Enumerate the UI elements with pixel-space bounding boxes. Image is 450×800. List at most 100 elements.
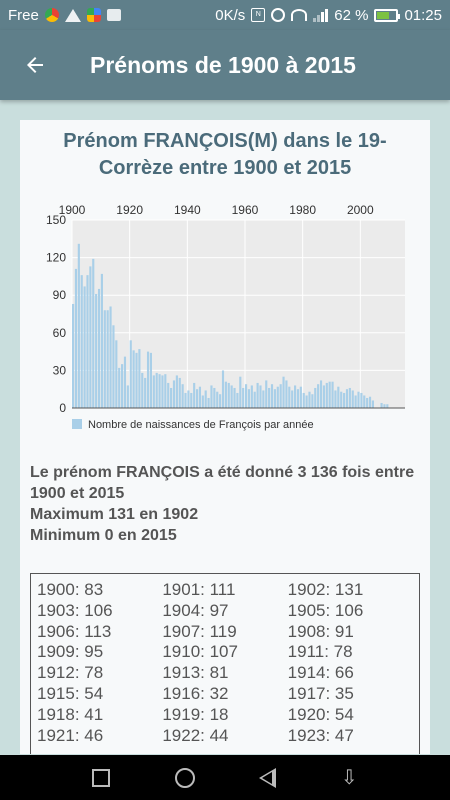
arrow-left-icon (27, 57, 43, 73)
bar (80, 275, 83, 408)
bar (296, 389, 300, 408)
bar (187, 390, 190, 408)
x-tick-label: 2000 (347, 203, 374, 217)
bar (239, 376, 242, 408)
bar (172, 380, 176, 408)
bar (83, 286, 86, 408)
x-tick-label: 1900 (59, 203, 86, 217)
bar (291, 390, 294, 408)
year-table[interactable]: 1900: 83 1901: 111 1902: 131 1903: 106 1904:… (30, 573, 420, 754)
bar (276, 386, 279, 408)
bar (334, 390, 337, 408)
table-row: 1909: 95 1910: 107 1911: 78 (37, 642, 413, 663)
bar (193, 382, 196, 408)
status-left: Free (8, 7, 121, 24)
bar (109, 306, 112, 408)
bar (118, 367, 121, 408)
bar (262, 390, 265, 408)
bar (181, 384, 184, 408)
bar (221, 370, 225, 408)
recent-apps-icon[interactable] (92, 768, 111, 787)
bar (236, 392, 239, 408)
bar (152, 375, 155, 408)
x-tick-label: 1960 (232, 203, 259, 217)
play-store-icon (106, 9, 121, 21)
bar (115, 340, 118, 408)
year-count-cell: 1922: 44 (162, 725, 229, 745)
summary-total: Le prénom FRANÇOIS a été donné 3 136 foi… (30, 464, 415, 502)
x-tick-label: 1920 (116, 203, 143, 217)
year-count-cell: 1917: 35 (287, 683, 354, 703)
bar (184, 392, 187, 408)
bar (305, 395, 308, 408)
status-bar: Free 0K/s N 62 % 01:25 (0, 0, 450, 30)
bar (371, 400, 374, 408)
bar (351, 390, 354, 408)
bar (259, 385, 262, 408)
bar (348, 387, 351, 408)
bar (380, 402, 383, 408)
bar (299, 386, 302, 408)
plot-area (72, 220, 405, 408)
year-count-cell: 1900: 83 (37, 580, 104, 599)
home-icon[interactable] (174, 767, 195, 788)
table-row: 1912: 78 1913: 81 1914: 66 (37, 663, 413, 684)
bar (112, 325, 115, 408)
year-count-cell: 1916: 32 (162, 683, 229, 703)
bar (244, 384, 248, 408)
bar (279, 384, 282, 408)
year-count-cell: 1921: 46 (37, 725, 104, 745)
bar (170, 387, 173, 408)
content-card[interactable]: Prénom FRANÇOIS(M) dans le 19-Corrèze en… (20, 120, 430, 754)
bar (357, 391, 360, 408)
bar (328, 381, 331, 408)
bar (135, 352, 138, 408)
bar (164, 374, 167, 408)
back-button[interactable] (0, 30, 70, 100)
summary-text: Le prénom FRANÇOIS a été donné 3 136 foi… (20, 462, 430, 546)
bar (178, 377, 181, 408)
notification-pull-icon[interactable]: ⇩ (340, 766, 358, 789)
year-count-cell: 1912: 78 (37, 663, 104, 683)
year-count-cell: 1907: 119 (162, 621, 237, 641)
bar (383, 404, 386, 408)
bar (227, 382, 230, 408)
bar (337, 386, 340, 408)
back-icon[interactable] (259, 767, 277, 788)
bar (247, 389, 251, 408)
bar (317, 384, 320, 408)
bar (273, 389, 276, 408)
bar (368, 396, 372, 408)
year-count-cell: 1919: 18 (162, 704, 229, 724)
photos-icon (86, 8, 101, 22)
signal-icon (313, 8, 329, 22)
year-count-cell: 1923: 47 (287, 725, 354, 745)
table-row: 1921: 46 1922: 44 1923: 47 (37, 726, 413, 747)
chart-title: Prénom FRANÇOIS(M) dans le 19-Corrèze en… (63, 130, 387, 179)
bar (103, 310, 106, 408)
y-tick-label: 30 (53, 363, 67, 377)
bar (129, 340, 132, 408)
bar (268, 387, 271, 408)
wifi-icon (291, 9, 308, 21)
bar (92, 258, 95, 408)
bar (265, 380, 268, 408)
x-tick-label: 1940 (174, 203, 201, 217)
table-row: 1903: 106 1904: 97 1905: 106 (37, 601, 413, 622)
bar (282, 376, 285, 408)
bar (89, 266, 92, 408)
bar (360, 392, 363, 408)
bar (161, 375, 164, 408)
y-tick-label: 150 (46, 213, 66, 227)
bar (242, 387, 245, 408)
bar (175, 375, 178, 408)
bar (308, 391, 311, 408)
bar (224, 381, 227, 408)
bar (138, 349, 141, 408)
bar (86, 275, 89, 408)
bar (72, 303, 75, 408)
bar (195, 389, 199, 408)
bar (270, 384, 274, 408)
status-right: 0K/s N 62 % 01:25 (215, 7, 442, 24)
